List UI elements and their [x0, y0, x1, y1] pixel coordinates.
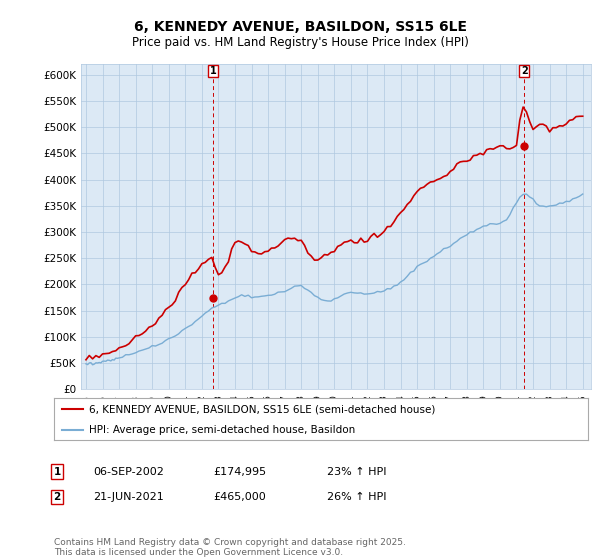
Text: 6, KENNEDY AVENUE, BASILDON, SS15 6LE: 6, KENNEDY AVENUE, BASILDON, SS15 6LE [133, 20, 467, 34]
Text: HPI: Average price, semi-detached house, Basildon: HPI: Average price, semi-detached house,… [89, 426, 355, 435]
Text: Price paid vs. HM Land Registry's House Price Index (HPI): Price paid vs. HM Land Registry's House … [131, 36, 469, 49]
Text: 06-SEP-2002: 06-SEP-2002 [93, 466, 164, 477]
Text: 1: 1 [209, 66, 217, 76]
Text: 23% ↑ HPI: 23% ↑ HPI [327, 466, 386, 477]
Text: 26% ↑ HPI: 26% ↑ HPI [327, 492, 386, 502]
Text: 6, KENNEDY AVENUE, BASILDON, SS15 6LE (semi-detached house): 6, KENNEDY AVENUE, BASILDON, SS15 6LE (s… [89, 404, 435, 414]
Text: 21-JUN-2021: 21-JUN-2021 [93, 492, 164, 502]
Text: 2: 2 [53, 492, 61, 502]
Text: £465,000: £465,000 [213, 492, 266, 502]
Text: 1: 1 [53, 466, 61, 477]
Text: £174,995: £174,995 [213, 466, 266, 477]
Text: 2: 2 [521, 66, 527, 76]
Text: Contains HM Land Registry data © Crown copyright and database right 2025.
This d: Contains HM Land Registry data © Crown c… [54, 538, 406, 557]
